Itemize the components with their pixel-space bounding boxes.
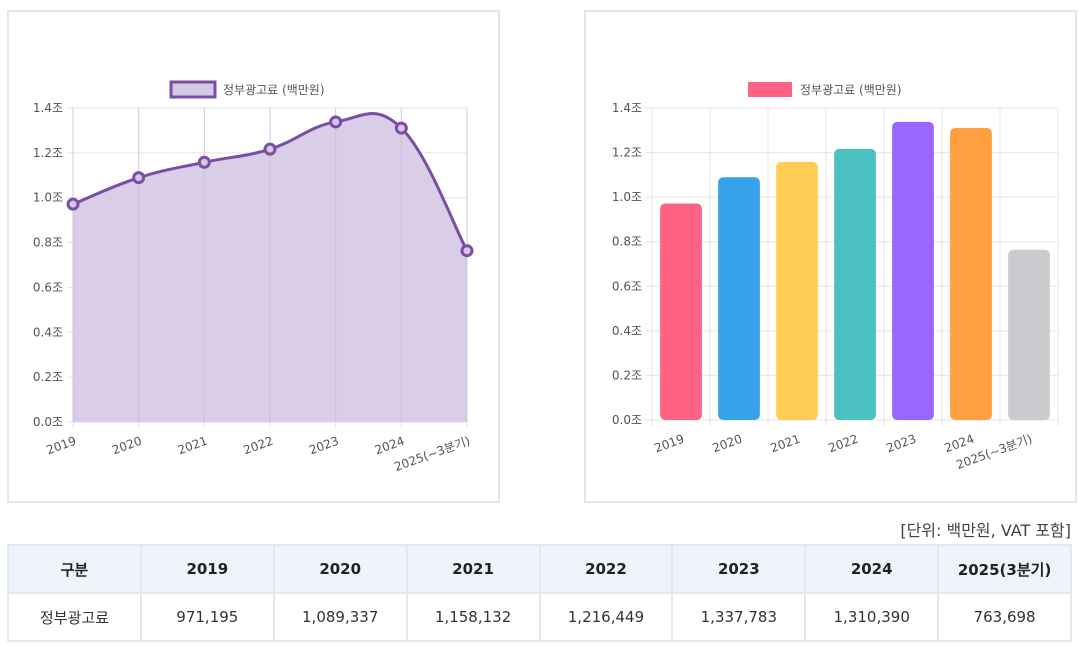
x-tick-label: 2023: [885, 432, 918, 456]
table-cell: 971,195: [139, 592, 275, 642]
y-tick-label: 0.8조: [612, 235, 642, 249]
y-tick-label: 0.4조: [33, 325, 63, 339]
bar: [660, 203, 702, 420]
data-point: [329, 115, 343, 129]
data-point: [263, 142, 277, 156]
legend-swatch: [748, 82, 792, 97]
data-point: [460, 244, 474, 258]
y-tick-label: 1.4조: [33, 101, 63, 115]
legend-swatch: [169, 80, 217, 99]
table-cell: 1,216,449: [538, 592, 674, 642]
table-header: 2019: [139, 544, 275, 594]
x-tick-label: 2024: [943, 432, 976, 456]
y-tick-label: 1.4조: [612, 101, 642, 115]
y-tick-label: 1.0조: [612, 190, 642, 204]
y-tick-label: 0.0조: [33, 415, 63, 429]
bar: [834, 148, 876, 421]
x-tick-label: 2020: [110, 434, 143, 458]
bar: [1008, 249, 1050, 420]
y-tick-label: 0.6조: [33, 280, 63, 294]
table-header-row: 구분 2019 2020 2021 2022 2023 2024 2025(3분…: [7, 544, 1072, 594]
table-header: 2020: [272, 544, 408, 594]
line-chart-panel: 정부광고료 (백만원) 0.0조 0.2조 0.4조 0.6조 0.8조 1.0조 1.2조 1…: [7, 10, 500, 503]
table-cell: 1,158,132: [405, 592, 541, 642]
bar-chart: 정부광고료 (백만원) 0.0조 0.2조 0.4조 0.6조 0.8조 1.0조 1.2조 1…: [612, 82, 1059, 472]
table-header: 2023: [671, 544, 807, 594]
y-tick-label: 0.2조: [33, 370, 63, 384]
x-tick-label: 2020: [711, 432, 744, 456]
x-tick-label: 2021: [176, 434, 209, 458]
bar: [776, 161, 818, 420]
y-tick-label: 1.0조: [33, 191, 63, 205]
table-header: 2024: [804, 544, 940, 594]
table-cell: 정부광고료: [7, 592, 142, 642]
y-tick-label: 0.4조: [612, 324, 642, 338]
y-tick-label: 1.2조: [612, 146, 642, 160]
x-tick-label: 2022: [242, 434, 275, 458]
table-cell: 1,089,337: [272, 592, 408, 642]
table-header: 2025(3분기): [937, 544, 1072, 594]
bar-chart-panel: 정부광고료 (백만원) 0.0조 0.2조 0.4조 0.6조 0.8조 1.0조 1.2조 1…: [584, 10, 1077, 503]
y-tick-label: 0.0조: [612, 413, 642, 427]
unit-note: [단위: 백만원, VAT 포함]: [900, 521, 1071, 540]
table-header: 구분: [7, 544, 142, 594]
x-tick-label: 2019: [45, 434, 78, 458]
y-tick-label: 0.2조: [612, 368, 642, 382]
x-tick-label: 2022: [827, 432, 860, 456]
legend-label: 정부광고료 (백만원): [223, 83, 325, 97]
data-point: [394, 121, 408, 135]
x-tick-label: 2024: [373, 434, 406, 458]
y-tick-label: 0.6조: [612, 279, 642, 293]
bar: [892, 121, 934, 420]
table-cell: 763,698: [937, 592, 1072, 642]
y-tick-label: 1.2조: [33, 146, 63, 160]
x-tick-label: 2021: [769, 432, 802, 456]
x-tick-label: 2023: [307, 434, 340, 458]
table-header: 2022: [538, 544, 674, 594]
bar: [718, 177, 760, 420]
table-header: 2021: [405, 544, 541, 594]
bar: [950, 127, 992, 421]
data-point: [132, 171, 146, 185]
table-row: 정부광고료 971,195 1,089,337 1,158,132 1,216,…: [7, 592, 1072, 642]
x-tick-label: 2019: [653, 432, 686, 456]
x-tick-label: 2025(~3분기): [392, 434, 472, 474]
table-cell: 1,310,390: [804, 592, 940, 642]
table-cell: 1,337,783: [671, 592, 807, 642]
data-point: [66, 197, 80, 211]
y-tick-label: 0.8조: [33, 236, 63, 250]
legend-label: 정부광고료 (백만원): [800, 83, 902, 97]
data-table: 구분 2019 2020 2021 2022 2023 2024 2025(3분…: [7, 544, 1072, 642]
area-line-chart: 정부광고료 (백만원) 0.0조 0.2조 0.4조 0.6조 0.8조 1.0조 1.2조 1…: [33, 80, 474, 474]
data-point: [197, 155, 211, 169]
